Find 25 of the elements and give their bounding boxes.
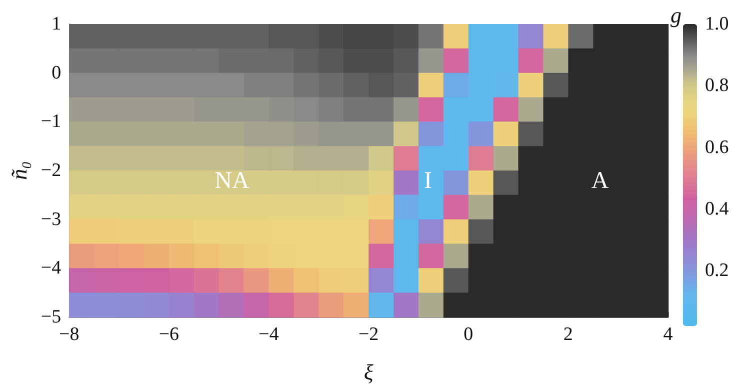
y-axis-title: ñ₀ [6, 161, 32, 180]
color-bar-label: 0.6 [705, 136, 729, 158]
y-tick-label: −5 [40, 306, 62, 328]
x-tick-label: −2 [358, 324, 379, 345]
color-bar-title: g [670, 2, 682, 28]
y-tick-label: −4 [40, 258, 62, 279]
y-tick-label: −3 [40, 208, 62, 230]
color-bar-label: 0.2 [705, 260, 729, 282]
x-tick-label: −8 [59, 324, 80, 345]
x-tick-label: −6 [158, 324, 180, 345]
x-tick-label: 4 [663, 324, 674, 345]
y-tick-label: 1 [52, 14, 62, 34]
x-tick-label: −4 [258, 324, 280, 345]
annotation: A [591, 168, 610, 194]
y-tick-label: −1 [40, 111, 62, 132]
y-tick-label: 0 [52, 62, 62, 84]
annotation: I [424, 168, 432, 194]
x-axis-title: ξ [364, 360, 374, 384]
x-tick-label: 0 [464, 324, 474, 345]
annotation: NA [214, 168, 250, 194]
color-bar-label: 1.0 [705, 14, 729, 34]
color-bar-label: 0.4 [705, 198, 730, 220]
y-tick-label: −2 [40, 160, 62, 181]
x-tick-label: 2 [563, 324, 573, 345]
color-bar-label: 0.8 [705, 75, 729, 96]
